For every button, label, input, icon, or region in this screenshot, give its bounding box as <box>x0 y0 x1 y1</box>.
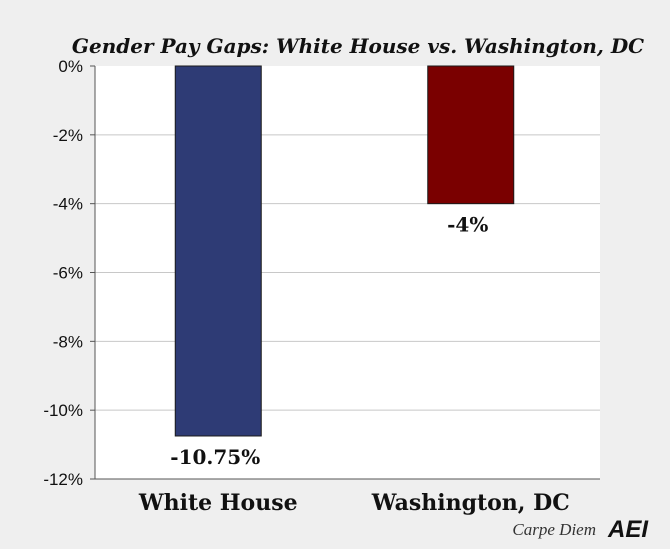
bar-value-label: -10.75% <box>170 445 260 469</box>
y-tick-label: -12% <box>43 470 83 489</box>
bar-washington-dc <box>427 65 515 205</box>
y-tick-label: -6% <box>53 264 83 283</box>
y-tick-label: 0% <box>58 57 83 76</box>
labels: -10.75% White House -4% Washington, DC <box>138 213 570 516</box>
y-axis: 0% -2% -4% -6% -8% -10% -12% <box>43 57 600 489</box>
aei-logo: AEI <box>601 516 655 543</box>
y-tick-label: -10% <box>43 401 83 420</box>
y-tick-label: -8% <box>53 332 83 351</box>
aei-logo-text: AEI <box>607 516 649 543</box>
bar-white-house <box>174 65 262 437</box>
chart-title: Gender Pay Gaps: White House vs. Washing… <box>72 34 644 58</box>
bar-value-label: -4% <box>447 213 488 237</box>
x-category-label: Washington, DC <box>371 490 570 516</box>
carpe-diem-label: Carpe Diem <box>512 520 596 539</box>
y-tick-label: -4% <box>53 195 83 214</box>
y-tick-label: -2% <box>53 126 83 145</box>
bars <box>174 65 515 437</box>
x-category-label: White House <box>138 490 298 516</box>
